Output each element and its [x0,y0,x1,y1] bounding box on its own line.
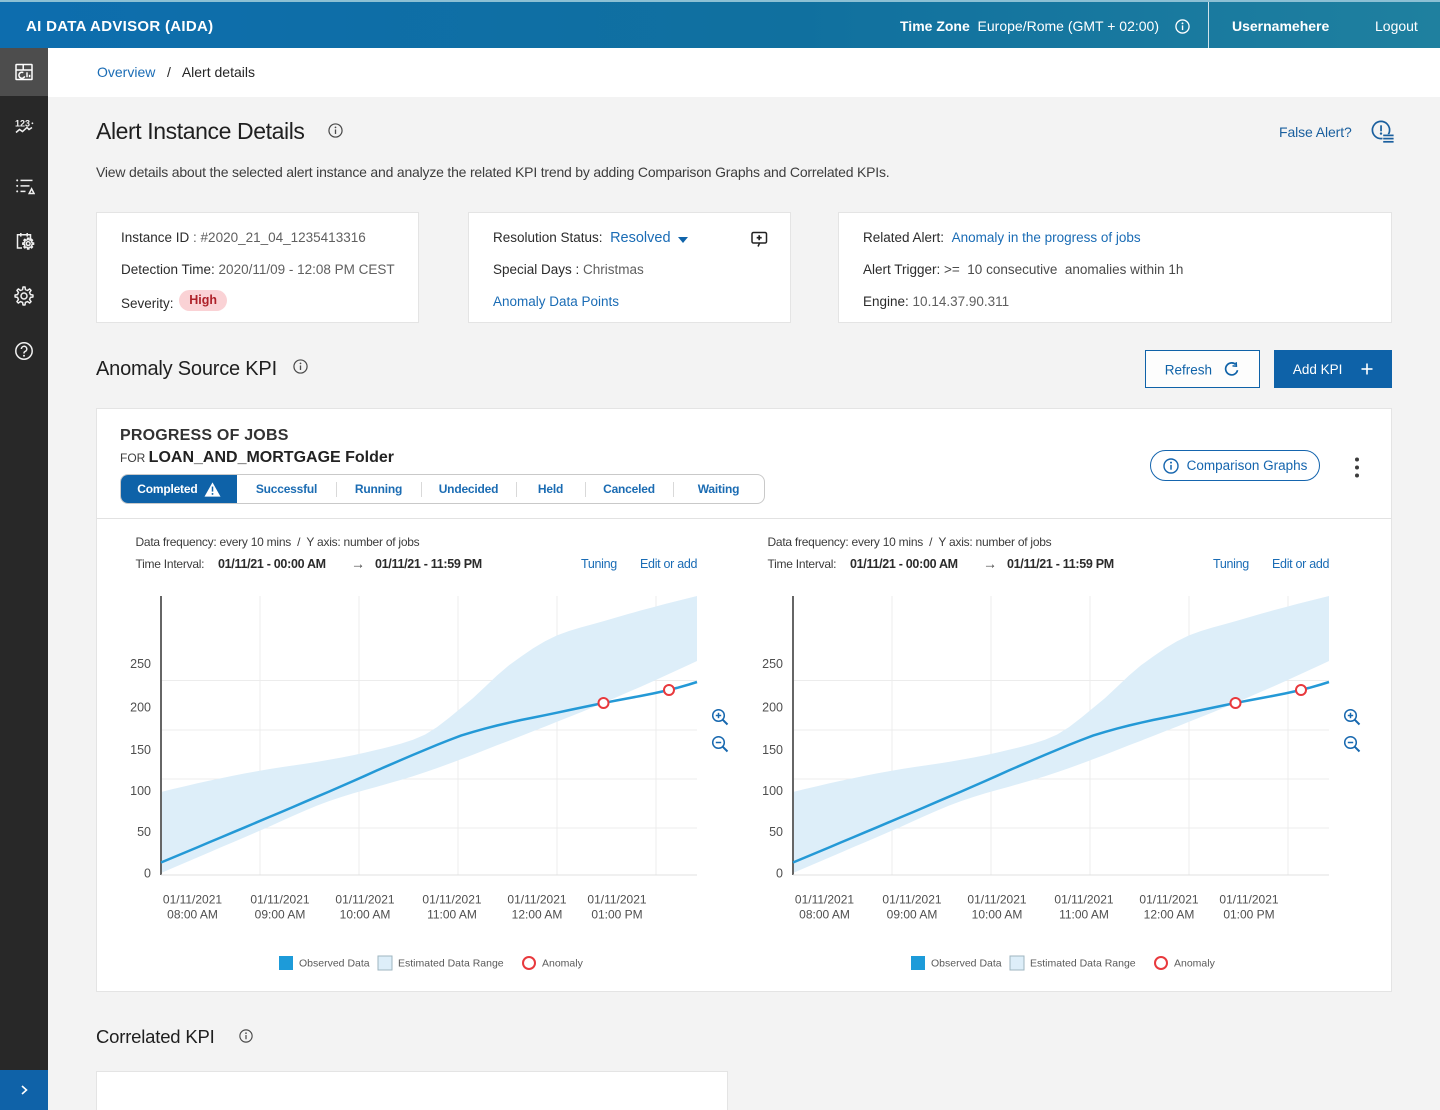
svg-text:123: 123 [15,119,30,129]
